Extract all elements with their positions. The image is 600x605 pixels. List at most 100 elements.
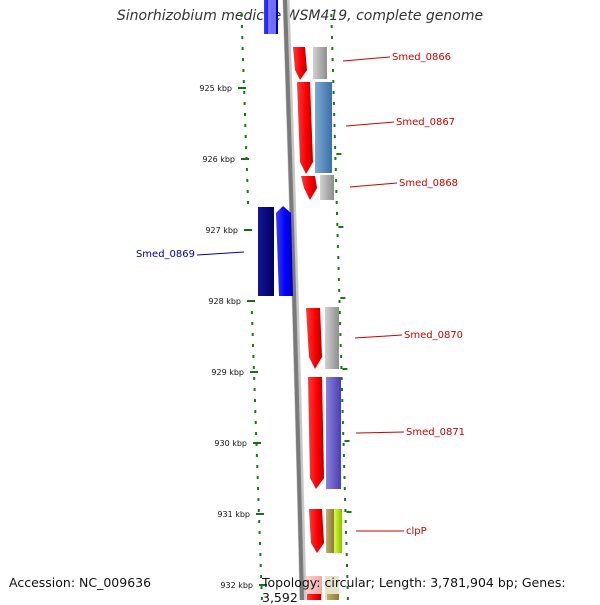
guide-dot [346, 564, 348, 567]
cog-box-smed-0868[interactable] [320, 175, 334, 200]
gene-label-clpp[interactable]: clpP [406, 526, 427, 537]
guide-dot [336, 245, 339, 248]
cog-box-clpp-a[interactable] [326, 509, 334, 553]
gene-label-smed-0869[interactable]: Smed_0869 [136, 249, 195, 260]
cog-box-smed-0870[interactable] [325, 307, 339, 369]
guide-dot [252, 366, 255, 369]
guide-dot [333, 113, 336, 116]
guide-dot [340, 355, 343, 358]
gene-label-smed-0868[interactable]: Smed_0868 [399, 178, 458, 189]
cog-box-smed-0867[interactable] [315, 82, 332, 173]
tick-label: 932 kbp [220, 581, 253, 590]
guide-dot [334, 146, 337, 149]
guide-dot [341, 388, 343, 391]
guide-dot [246, 179, 249, 182]
tick-label: 927 kbp [205, 226, 238, 235]
guide-dot [254, 399, 256, 402]
guide-dot [260, 586, 263, 589]
guide-dot [337, 256, 340, 259]
guide-dot [342, 432, 345, 435]
tick-label: 928 kbp [208, 297, 241, 306]
guide-dot [333, 135, 336, 138]
guide-dot [259, 542, 261, 545]
guide-dot [343, 476, 346, 479]
cog-box-smed-0869[interactable] [258, 207, 274, 296]
guide-dot [330, 25, 333, 28]
guide-dot [245, 168, 248, 171]
guide-dot [244, 135, 247, 138]
gene-arrow-smed-0866[interactable] [293, 47, 307, 80]
gene-label-smed-0867[interactable]: Smed_0867 [396, 117, 455, 128]
guide-dot [338, 289, 341, 292]
gene-label-smed-0871[interactable]: Smed_0871 [406, 427, 465, 438]
guide-dot [335, 201, 338, 204]
guide-dot [331, 47, 334, 50]
guide-dash [342, 368, 348, 370]
guide-dot [345, 531, 347, 534]
guide-dot [336, 234, 339, 237]
guide-dot [345, 542, 348, 545]
axis-ticks: 925 kbp 926 kbp 927 kbp 928 kbp 929 kbp … [199, 84, 267, 590]
guide-dot [256, 476, 259, 479]
genome-title: Sinorhizobium medicae WSM419, complete g… [116, 8, 484, 24]
gene-arrow-clpp[interactable] [309, 509, 324, 553]
gene-arrow-smed-0867[interactable] [297, 82, 313, 174]
guide-dot [255, 432, 258, 435]
cog-box-smed-0871[interactable] [326, 377, 341, 489]
guide-dot [259, 564, 262, 567]
guide-dot [331, 36, 333, 39]
guide-dot [257, 487, 259, 490]
leader-line [196, 251, 245, 256]
guide-dot [339, 344, 342, 347]
guide-dot [336, 223, 339, 226]
gene-arrow-smed-0868[interactable] [301, 176, 317, 200]
cog-box-clpp-b[interactable] [334, 509, 342, 553]
cog-box-smed-0866[interactable] [313, 47, 327, 79]
guide-dot [346, 597, 349, 600]
leader-line [349, 182, 398, 188]
leader-line [354, 334, 403, 339]
guide-dot [345, 553, 348, 556]
gene-arrow-partial-bottom-body[interactable] [307, 594, 321, 600]
guide-dot [260, 575, 263, 578]
guide-dot [332, 69, 334, 72]
guide-dot [256, 465, 259, 468]
cog-box-partial-bottom-fill[interactable] [327, 594, 339, 600]
guide-dot [343, 465, 346, 468]
gene-arrow-smed-0871[interactable] [308, 377, 324, 489]
guide-dot [344, 498, 347, 501]
guide-dot [341, 399, 344, 402]
gene-label-smed-0866[interactable]: Smed_0866 [392, 52, 451, 63]
guide-dot [331, 58, 334, 61]
guide-dot [341, 410, 344, 413]
gene-label-smed-0870[interactable]: Smed_0870 [404, 330, 463, 341]
tick-label: 926 kbp [202, 155, 235, 164]
guide-dot [336, 212, 338, 215]
gene-arrow-smed-0869[interactable] [276, 206, 293, 296]
guide-dot [245, 146, 248, 149]
tick-label: 930 kbp [214, 439, 247, 448]
dotted-guides [240, 14, 352, 600]
guide-dot [340, 377, 343, 380]
guide-dot [244, 113, 246, 116]
guide-dot [257, 509, 260, 512]
tick-label: 929 kbp [211, 368, 244, 377]
guide-dot [344, 520, 347, 523]
guide-dot [342, 443, 345, 446]
guide-dot [240, 14, 243, 17]
gene-arrow-smed-0870[interactable] [306, 308, 322, 369]
guide-dot [253, 388, 256, 391]
guide-dot [335, 190, 338, 193]
tick-label: 931 kbp [217, 510, 250, 519]
guide-dot [337, 278, 340, 281]
guide-dash [344, 440, 350, 442]
guide-dot [337, 267, 340, 270]
guide-dot [242, 80, 245, 83]
guide-dot [340, 366, 343, 369]
guide-dot [251, 333, 254, 336]
guide-dot [332, 80, 335, 83]
guide-dot [250, 311, 253, 314]
leader-line [345, 121, 395, 127]
guide-dot [243, 91, 246, 94]
topology-text: Topology: circular; Length: 3,781,904 bp… [262, 575, 566, 605]
